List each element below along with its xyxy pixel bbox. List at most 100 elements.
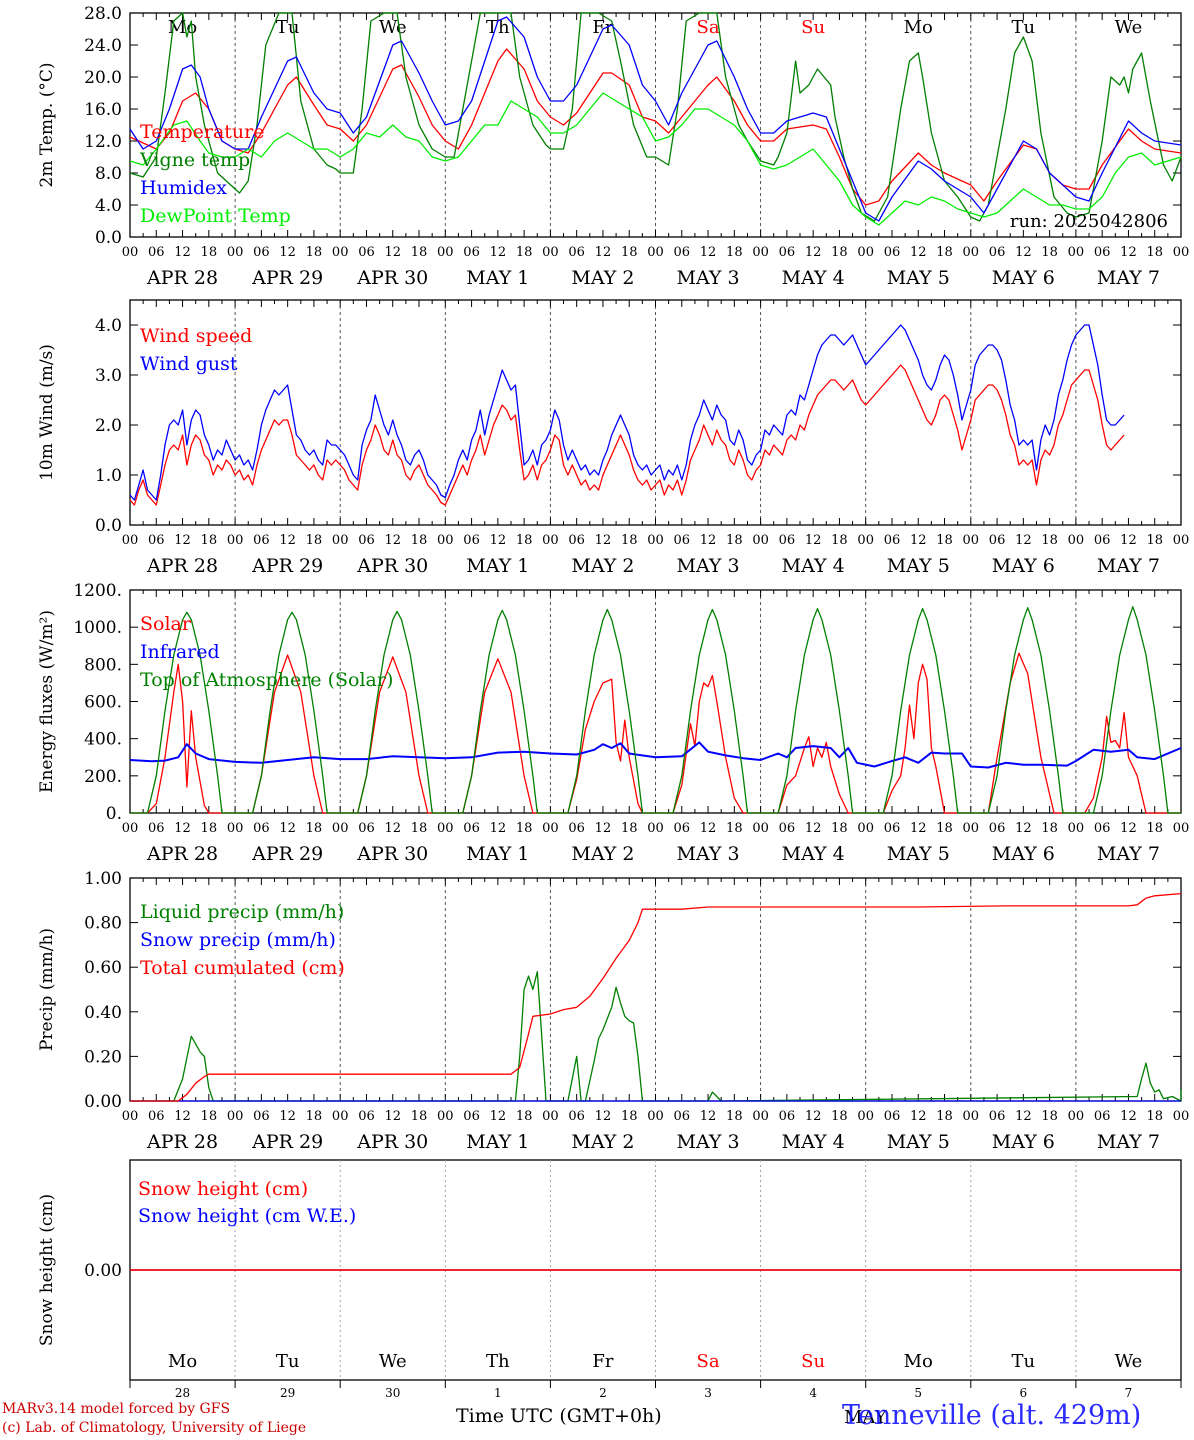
hour-tick-label: 18 <box>621 533 638 548</box>
hour-tick-label: 00 <box>752 821 769 836</box>
hour-tick-label: 12 <box>279 533 296 548</box>
y-tick-label: 24.0 <box>84 36 122 56</box>
hour-tick-label: 06 <box>779 1109 796 1124</box>
date-label: MAY 6 <box>992 555 1055 577</box>
day-name: Fr <box>592 17 613 38</box>
y-tick-label: 0.00 <box>84 1261 122 1281</box>
date-label: APR 29 <box>251 1131 323 1153</box>
hour-tick-label: 12 <box>1015 821 1032 836</box>
hour-tick-label: 12 <box>384 821 401 836</box>
hour-tick-label: 06 <box>148 1109 165 1124</box>
hour-tick-label: 00 <box>332 245 349 260</box>
hour-tick-label: 12 <box>279 1109 296 1124</box>
hour-tick-label: 18 <box>516 533 533 548</box>
panel-1: 0.0 4.0 8.0 12.0 16.0 20.0 24.0 28.0 2m Temp. (°… <box>37 4 1189 289</box>
legend-entry: Total cumulated (cm) <box>140 957 345 979</box>
date-label: MAY 4 <box>782 267 845 289</box>
y-tick-label: 4.0 <box>95 196 122 216</box>
hour-tick-label: 18 <box>1041 821 1058 836</box>
day-number: 7 <box>1125 1386 1133 1400</box>
date-label: MAY 6 <box>992 843 1055 865</box>
hour-tick-label: 18 <box>621 245 638 260</box>
hour-tick-label: 12 <box>910 245 927 260</box>
hour-tick-label: 18 <box>1041 533 1058 548</box>
hour-tick-label: 06 <box>884 245 901 260</box>
hour-tick-label: 12 <box>910 821 927 836</box>
hour-tick-label: 18 <box>1041 245 1058 260</box>
day-number: 1 <box>494 1386 502 1400</box>
y-tick-label: 3.0 <box>95 366 122 386</box>
hour-tick-label: 12 <box>700 245 717 260</box>
hour-tick-label: 00 <box>437 533 454 548</box>
hour-tick-label: 12 <box>174 245 191 260</box>
date-label: APR 29 <box>251 555 323 577</box>
hour-tick-label: 00 <box>963 821 980 836</box>
hour-tick-label: 06 <box>463 1109 480 1124</box>
hour-tick-label: 18 <box>726 821 743 836</box>
hour-tick-label: 06 <box>568 821 585 836</box>
hour-tick-label: 06 <box>884 821 901 836</box>
day-name: Tu <box>276 17 300 38</box>
hour-tick-label: 12 <box>1120 821 1137 836</box>
x-axis-title: Time UTC (GMT+0h) <box>456 1405 662 1427</box>
hour-tick-label: 18 <box>831 245 848 260</box>
date-label: APR 30 <box>356 843 428 865</box>
hour-tick-label: 18 <box>936 533 953 548</box>
hour-tick-label: 12 <box>490 245 507 260</box>
series-line-total-cumulated-cm- <box>130 892 1182 1102</box>
hour-tick-label: 00 <box>227 1109 244 1124</box>
hour-tick-label: 12 <box>384 1109 401 1124</box>
day-name: Tu <box>276 1351 300 1372</box>
hour-tick-label: 12 <box>174 533 191 548</box>
y-axis-title: Precip (mm/h) <box>37 928 57 1051</box>
hour-tick-label: 06 <box>358 821 375 836</box>
y-tick-label: 600. <box>84 693 122 713</box>
y-tick-label: 0.00 <box>84 1092 122 1112</box>
plot-frame <box>129 12 1182 238</box>
hour-tick-label: 12 <box>490 533 507 548</box>
legend-entry: Snow height (cm) <box>138 1178 308 1200</box>
day-name: Tu <box>1012 1351 1036 1372</box>
hour-tick-label: 12 <box>279 821 296 836</box>
day-name: Mo <box>904 1351 933 1372</box>
hour-tick-label: 06 <box>463 245 480 260</box>
day-number: 2 <box>599 1386 607 1400</box>
hour-tick-label: 06 <box>779 821 796 836</box>
panel-4: 0.00 0.20 0.40 0.60 0.80 1.00 Precip (mm/h) 00 0… <box>37 869 1189 1153</box>
run-label: run: 2025042806 <box>1010 211 1168 232</box>
hour-tick-label: 12 <box>805 821 822 836</box>
hour-tick-label: 12 <box>595 245 612 260</box>
hour-tick-label: 00 <box>752 1109 769 1124</box>
hour-tick-label: 00 <box>647 1109 664 1124</box>
hour-tick-label: 06 <box>253 1109 270 1124</box>
hour-tick-label: 06 <box>884 533 901 548</box>
date-label: MAY 7 <box>1097 843 1160 865</box>
legend-entry: Liquid precip (mm/h) <box>140 901 344 923</box>
day-name: Th <box>486 1351 510 1372</box>
date-label: APR 30 <box>356 267 428 289</box>
day-number: 5 <box>914 1386 922 1400</box>
hour-tick-label: 12 <box>490 1109 507 1124</box>
hour-tick-label: 00 <box>122 821 139 836</box>
hour-tick-label: 06 <box>1094 1109 1111 1124</box>
hour-tick-label: 06 <box>779 245 796 260</box>
y-axis-title: 2m Temp. (°C) <box>37 62 57 187</box>
date-label: APR 30 <box>356 555 428 577</box>
hour-tick-label: 00 <box>332 1109 349 1124</box>
hour-tick-label: 18 <box>831 533 848 548</box>
hour-tick-label: 06 <box>568 1109 585 1124</box>
date-label: MAY 3 <box>677 843 740 865</box>
hour-tick-label: 18 <box>306 1109 323 1124</box>
hour-tick-label: 18 <box>1146 245 1163 260</box>
hour-tick-label: 00 <box>857 533 874 548</box>
hour-tick-label: 00 <box>752 245 769 260</box>
legend-entry: Wind gust <box>140 353 238 375</box>
day-name: Mo <box>168 17 197 38</box>
hour-tick-label: 12 <box>384 533 401 548</box>
hour-tick-label: 06 <box>1094 533 1111 548</box>
date-label: APR 28 <box>146 843 218 865</box>
date-label: MAY 7 <box>1097 267 1160 289</box>
day-name: Mo <box>168 1351 197 1372</box>
day-name: We <box>379 17 407 38</box>
hour-tick-label: 06 <box>148 245 165 260</box>
